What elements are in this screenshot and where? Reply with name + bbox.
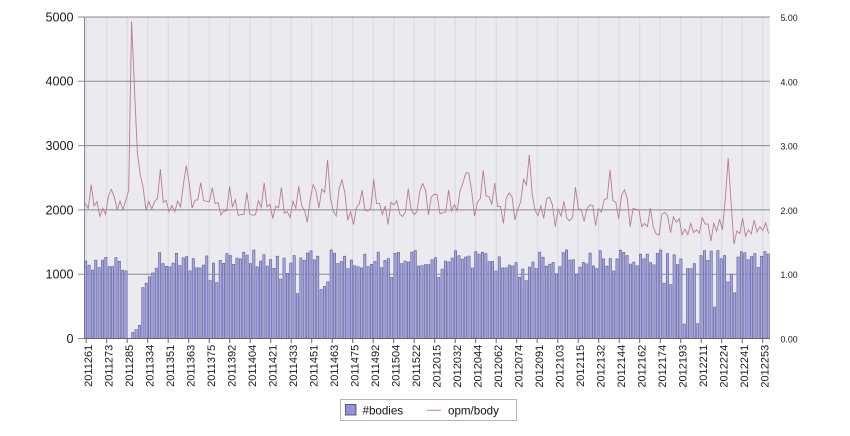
svg-text:opm/body: opm/body xyxy=(448,405,499,418)
svg-text:#bodies: #bodies xyxy=(363,405,404,418)
svg-text:2012032: 2012032 xyxy=(452,345,464,388)
svg-text:2011334: 2011334 xyxy=(145,345,157,387)
svg-text:2012044: 2012044 xyxy=(473,345,485,388)
svg-text:2012103: 2012103 xyxy=(555,345,567,388)
svg-text:2011404: 2011404 xyxy=(247,345,259,387)
svg-text:2011522: 2011522 xyxy=(411,345,423,387)
svg-text:2011492: 2011492 xyxy=(370,345,382,387)
svg-text:1.00: 1.00 xyxy=(781,270,798,280)
svg-text:2012115: 2012115 xyxy=(575,345,587,387)
svg-text:2011463: 2011463 xyxy=(329,345,341,387)
svg-text:2012253: 2012253 xyxy=(760,345,772,388)
svg-text:2.00: 2.00 xyxy=(781,206,798,216)
svg-text:5000: 5000 xyxy=(45,10,73,24)
svg-text:2011363: 2011363 xyxy=(186,345,198,387)
svg-text:2012224: 2012224 xyxy=(719,345,731,388)
svg-text:4.00: 4.00 xyxy=(781,77,798,87)
svg-text:0.00: 0.00 xyxy=(781,335,798,345)
svg-text:2011285: 2011285 xyxy=(124,345,136,387)
svg-text:3000: 3000 xyxy=(45,139,73,153)
svg-text:2011375: 2011375 xyxy=(206,345,218,387)
svg-text:2012174: 2012174 xyxy=(657,345,669,388)
svg-text:2011504: 2011504 xyxy=(391,345,403,387)
svg-text:2011273: 2011273 xyxy=(104,345,116,387)
svg-text:2012074: 2012074 xyxy=(514,345,526,388)
svg-text:2012015: 2012015 xyxy=(432,345,444,388)
svg-text:2000: 2000 xyxy=(45,203,73,217)
svg-text:2011392: 2011392 xyxy=(227,345,239,387)
svg-text:2012162: 2012162 xyxy=(637,345,649,388)
svg-text:2011451: 2011451 xyxy=(309,345,321,387)
svg-text:2012091: 2012091 xyxy=(534,345,546,388)
svg-text:0: 0 xyxy=(66,332,73,346)
svg-text:2012132: 2012132 xyxy=(596,345,608,388)
svg-text:3.00: 3.00 xyxy=(781,142,798,152)
svg-text:2011421: 2011421 xyxy=(268,345,280,387)
svg-text:2011475: 2011475 xyxy=(350,345,362,387)
svg-text:2011351: 2011351 xyxy=(165,345,177,387)
svg-text:2012241: 2012241 xyxy=(739,345,751,388)
svg-text:2011433: 2011433 xyxy=(288,345,300,387)
svg-text:2012144: 2012144 xyxy=(616,345,628,388)
svg-text:5.00: 5.00 xyxy=(781,13,798,23)
svg-text:1000: 1000 xyxy=(45,268,73,282)
svg-text:2012211: 2012211 xyxy=(698,345,710,387)
svg-text:4000: 4000 xyxy=(45,75,73,89)
svg-text:2012062: 2012062 xyxy=(493,345,505,388)
svg-text:2012193: 2012193 xyxy=(678,345,690,388)
svg-text:2011261: 2011261 xyxy=(83,345,95,387)
